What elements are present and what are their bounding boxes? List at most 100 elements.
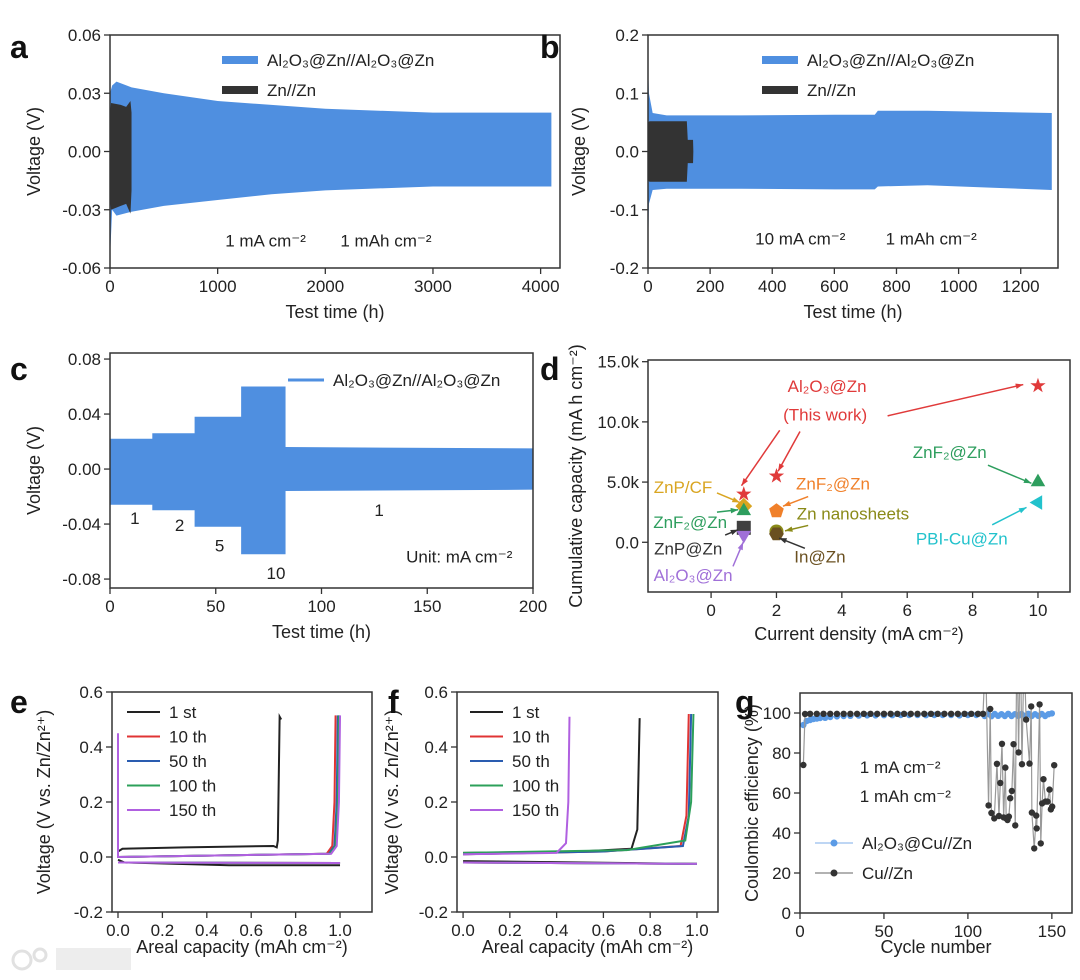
legend-label: 10 th	[512, 728, 550, 747]
y-tick-label: -0.03	[62, 201, 101, 220]
data-point-star	[736, 486, 752, 501]
series-al-o-zn-al-o-zn-envelope	[110, 386, 533, 555]
plot-area	[116, 713, 342, 867]
x-tick-label: 4	[837, 601, 846, 620]
x-tick-label: 0.0	[451, 921, 475, 940]
arrowhead	[737, 542, 744, 551]
y-tick-label: 0.0	[615, 143, 639, 162]
axes-frame	[111, 691, 373, 913]
data-point-pentagon	[769, 503, 784, 518]
panel-letter: g	[735, 684, 755, 720]
data-point	[1048, 710, 1056, 717]
annotation-arrow	[777, 431, 801, 472]
legend-label: 1 st	[512, 703, 540, 722]
y-tick-label: 60	[772, 784, 791, 803]
y-tick-label: -0.06	[62, 259, 101, 278]
x-axis-label: Current density (mA cm⁻²)	[754, 624, 964, 644]
data-point	[827, 710, 834, 717]
data-point	[1010, 741, 1017, 748]
data-point	[1014, 630, 1020, 636]
legend-label: Cu//Zn	[862, 864, 913, 883]
y-tick-label: -0.2	[419, 903, 448, 922]
y-tick-label: -0.08	[62, 570, 101, 589]
data-point	[921, 710, 928, 717]
annotation-label: 1 mAh cm⁻²	[860, 787, 951, 806]
legend-label: 150 th	[512, 801, 559, 820]
y-axis-label: Voltage (V)	[24, 426, 44, 515]
legend-item: 10 th	[127, 728, 207, 747]
data-point	[961, 710, 968, 717]
y-tick-label: 100	[763, 704, 791, 723]
legend-item: Zn//Zn	[762, 81, 856, 100]
legend: Al₂O₃@Zn//Al₂O₃@Zn Zn//Zn	[762, 51, 974, 100]
series-cu-zn-line	[802, 693, 1055, 849]
legend-item: 150 th	[127, 801, 216, 820]
legend-item: Al₂O₃@Zn//Al₂O₃@Zn	[222, 51, 434, 70]
y-tick-label: 20	[772, 864, 791, 883]
annotation-label: 10	[267, 564, 286, 583]
legend-item: 150 th	[470, 801, 559, 820]
panel-letter: a	[10, 29, 28, 65]
annotation-label: Zn nanosheets	[797, 504, 909, 523]
series-150-th-discharge-line	[463, 861, 697, 865]
legend: Al₂O₃@Zn//Al₂O₃@Zn	[288, 371, 500, 390]
x-tick-label: 100	[307, 597, 335, 616]
x-tick-label: 0	[105, 597, 114, 616]
x-tick-label: 2000	[306, 277, 344, 296]
arrowhead	[779, 538, 788, 544]
y-tick-label: 0.6	[424, 683, 448, 702]
data-point	[1007, 795, 1014, 802]
data-point	[1051, 762, 1058, 769]
data-point-hexagon	[769, 527, 784, 541]
annotation-label: 1 mAh cm⁻²	[886, 230, 977, 249]
legend-item: Al₂O₃@Cu//Zn	[815, 834, 972, 853]
annotation-label: Unit: mA cm⁻²	[406, 548, 513, 567]
data-point	[947, 710, 955, 717]
data-point	[847, 710, 854, 717]
x-axis-label: Areal capacity (mAh cm⁻²)	[136, 937, 348, 957]
annotation-label: ZnP/CF	[654, 478, 713, 497]
panel-a: 0 1000 2000 3000 4000 -0.06 -0.03 0.00 0.03 0.06 T…	[10, 26, 561, 322]
series-1-st-charge-line	[117, 713, 283, 853]
y-tick-label: 0.1	[615, 84, 639, 103]
x-tick-label: 0.4	[545, 921, 569, 940]
legend-item: Al₂O₃@Zn//Al₂O₃@Zn	[288, 371, 500, 390]
x-tick-label: 100	[954, 922, 982, 941]
x-axis-label: Cycle number	[880, 937, 991, 957]
y-tick-label: 0.4	[79, 738, 103, 757]
data-point	[840, 710, 847, 717]
data-point	[1015, 749, 1022, 756]
annotation-label: ZnF₂@Zn	[796, 474, 870, 493]
data-point	[1037, 840, 1044, 847]
data-point	[991, 815, 998, 822]
data-point	[1021, 650, 1027, 656]
x-tick-label: 400	[758, 277, 786, 296]
data-point	[800, 761, 807, 769]
annotation-label: 5	[215, 537, 224, 556]
y-tick-label: 80	[772, 744, 791, 763]
data-point	[1044, 798, 1051, 805]
annotation-label: 10 mA cm⁻²	[755, 230, 846, 249]
data-point	[914, 710, 921, 717]
data-point	[1048, 803, 1056, 810]
y-tick-label: 0.2	[424, 793, 448, 812]
data-point-triangle-left	[1029, 495, 1043, 510]
series-10-th-charge-line	[463, 713, 690, 856]
legend-label: Al₂O₃@Zn//Al₂O₃@Zn	[267, 51, 434, 70]
x-tick-label: 0.6	[592, 921, 616, 940]
x-tick-label: 150	[413, 597, 441, 616]
annotation-label: (This work)	[783, 406, 867, 425]
panel-letter: c	[10, 351, 28, 387]
legend-label: Al₂O₃@Zn//Al₂O₃@Zn	[807, 51, 974, 70]
x-tick-label: 150	[1038, 922, 1066, 941]
panel-f: 0.0 0.2 0.4 0.6 0.8 1.0-0.20.00.20.40.6Areal …	[382, 683, 719, 957]
x-tick-label: 200	[519, 597, 547, 616]
legend-label: 10 th	[169, 728, 207, 747]
axes-frame	[647, 359, 1071, 593]
panel-e: 0.0 0.2 0.4 0.6 0.8 1.0-0.20.00.20.40.6Areal …	[10, 683, 373, 957]
y-tick-label: 0.00	[68, 143, 101, 162]
legend-item: 100 th	[127, 777, 216, 796]
y-tick-label: 0.2	[615, 26, 639, 45]
